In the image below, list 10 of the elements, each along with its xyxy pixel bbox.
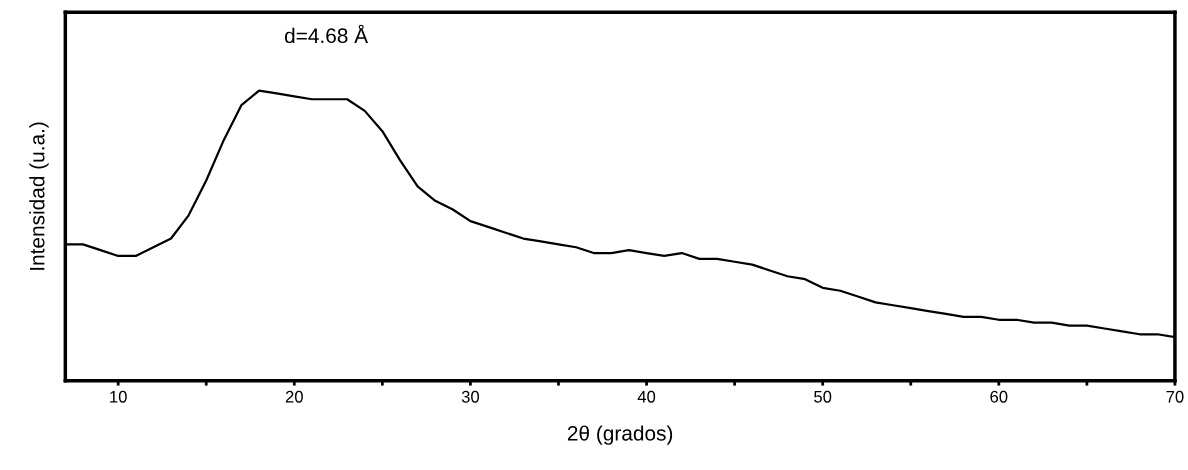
x-tick-label: 50 (814, 390, 832, 403)
y-axis-title: Intensidad (u.a.) (29, 122, 49, 270)
x-tick-label: 40 (637, 390, 656, 403)
x-tick-label: 60 (990, 390, 1008, 403)
x-tick-label: 20 (285, 390, 303, 403)
x-tick-label: 10 (110, 390, 127, 403)
text: d=4.68 Å (284, 24, 369, 44)
x-axis-title: 2θ (grados) (567, 425, 673, 445)
x-tick-label: 70 (1166, 390, 1184, 403)
x-tick-label: 30 (461, 390, 480, 403)
